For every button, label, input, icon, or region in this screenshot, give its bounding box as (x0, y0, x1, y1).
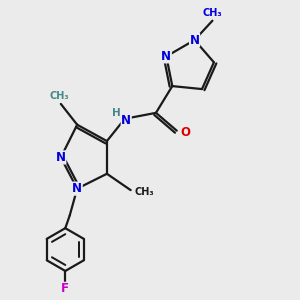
Text: N: N (56, 151, 66, 164)
Text: O: O (180, 126, 190, 139)
Text: CH₃: CH₃ (202, 8, 222, 18)
Text: N: N (161, 50, 171, 63)
Text: CH₃: CH₃ (134, 187, 154, 196)
Text: N: N (190, 34, 200, 46)
Text: CH₃: CH₃ (50, 91, 69, 100)
Text: N: N (72, 182, 82, 195)
Text: F: F (61, 282, 69, 295)
Text: N: N (121, 114, 131, 127)
Text: H: H (112, 108, 121, 118)
